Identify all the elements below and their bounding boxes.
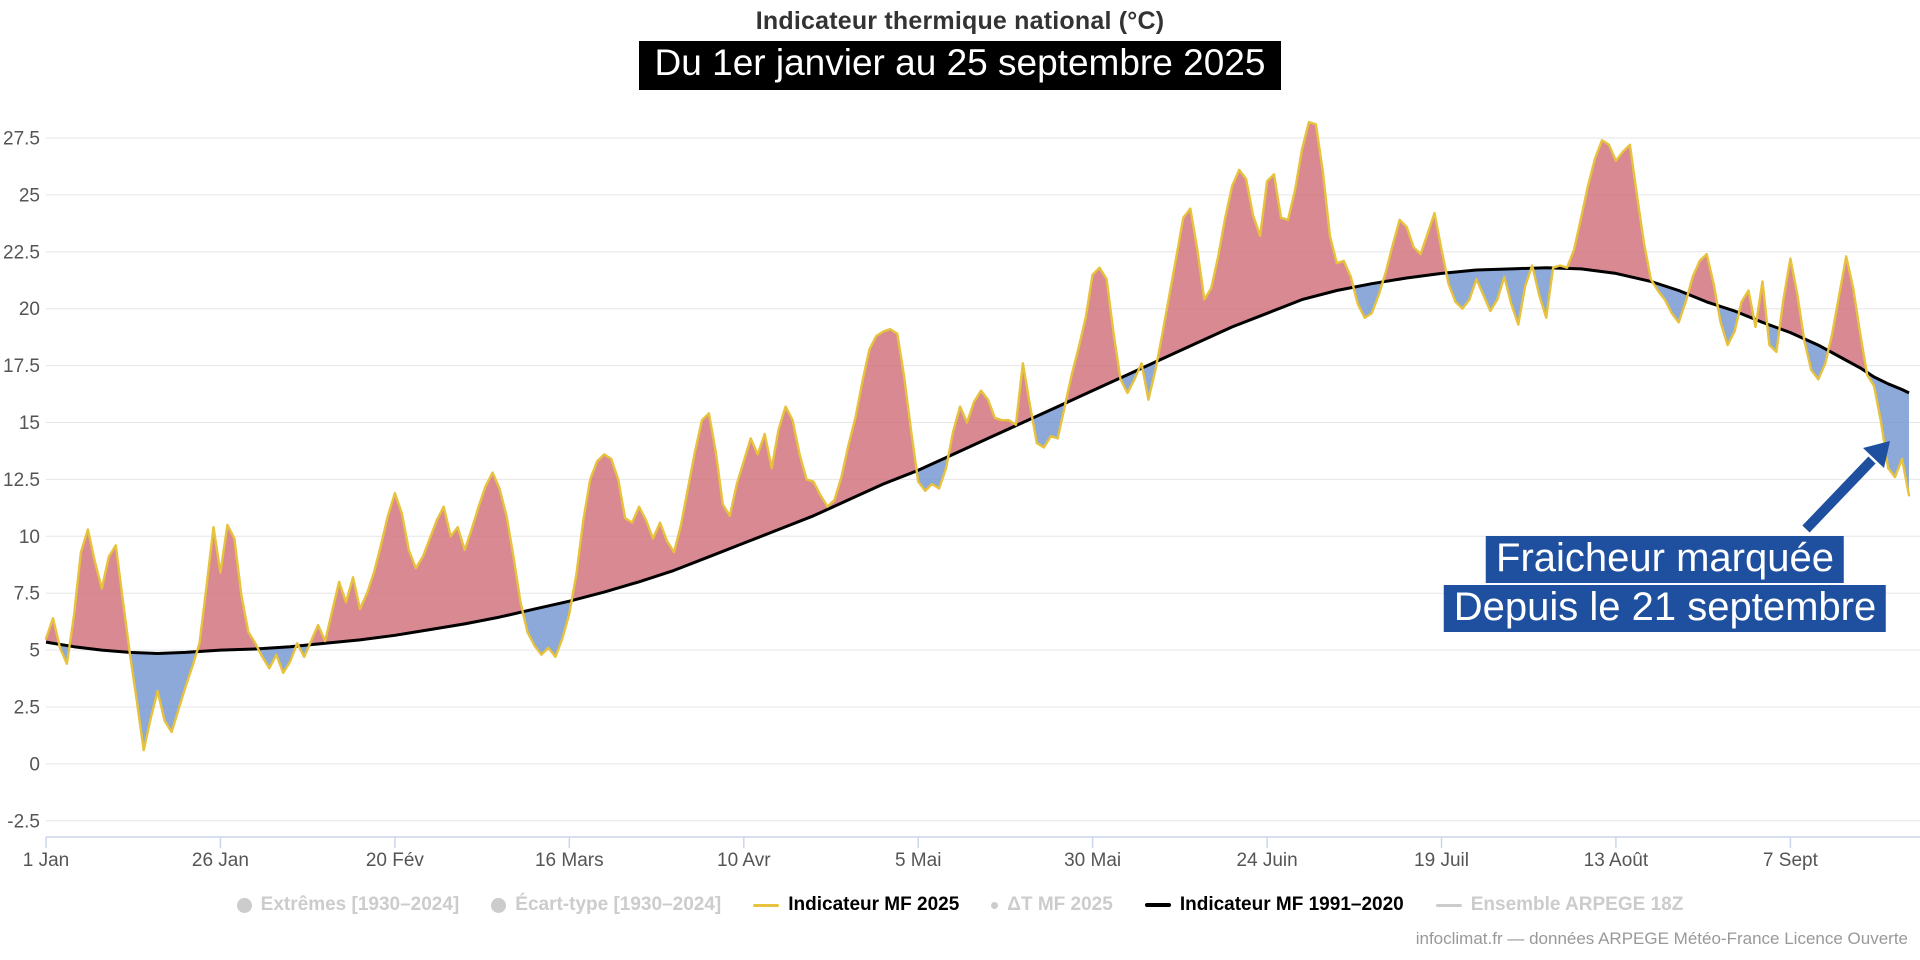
y-tick-label: 17.5: [3, 356, 40, 377]
legend-item-extr-mes-1930-2024[interactable]: Extrêmes [1930–2024]: [236, 894, 460, 916]
y-tick-label: 22.5: [3, 242, 40, 263]
x-tick-label: 30 Mai: [1064, 850, 1121, 871]
subtitle-row: Du 1er janvier au 25 septembre 2025: [0, 41, 1920, 90]
legend-line-icon: [753, 903, 780, 907]
chart-title: Indicateur thermique national (°C): [755, 7, 1165, 35]
x-tick-label: 5 Mai: [895, 850, 941, 871]
legend-circle-icon: [236, 897, 252, 913]
x-tick-label: 19 Juil: [1414, 850, 1469, 871]
credits-text: infoclimat.fr — données ARPEGE Météo-Fra…: [1415, 929, 1908, 948]
y-tick-label: 2.5: [14, 698, 40, 719]
legend-label: Indicateur MF 1991–2020: [1179, 894, 1404, 915]
x-tick-label: 26 Jan: [192, 850, 249, 871]
chart-subtitle: Du 1er janvier au 25 septembre 2025: [638, 41, 1282, 90]
legend-item-t-mf-2025[interactable]: ΔT MF 2025: [991, 894, 1113, 916]
y-tick-label: 10: [19, 527, 40, 548]
y-tick-label: 7.5: [14, 584, 40, 605]
x-tick-label: 16 Mars: [535, 850, 604, 871]
legend-label: Indicateur MF 2025: [788, 894, 960, 915]
y-tick-label: 20: [19, 299, 40, 320]
x-tick-label: 13 Août: [1584, 850, 1649, 871]
legend-label: Extrêmes [1930–2024]: [260, 894, 460, 915]
legend-item-indicateur-mf-2025[interactable]: Indicateur MF 2025: [753, 894, 959, 916]
line-normale-1991-2020: [45, 266, 1910, 655]
y-tick-label: 15: [19, 413, 40, 434]
legend-item-cart-type-1930-2024[interactable]: Écart-type [1930–2024]: [491, 894, 721, 916]
legend-line-icon: [1435, 903, 1462, 907]
legend-label: Écart-type [1930–2024]: [515, 894, 722, 915]
line-indicateur-2025: [44, 120, 1911, 752]
legend-circle-icon: [491, 897, 507, 913]
x-tick-label: 10 Avr: [717, 850, 771, 871]
y-tick-label: -2.5: [7, 811, 40, 832]
area-below-normal: [46, 267, 1909, 751]
x-tick-label: 7 Sept: [1763, 850, 1819, 871]
legend-dot-icon: [991, 901, 999, 909]
legend: Extrêmes [1930–2024] Écart-type [1930–202…: [0, 894, 1920, 916]
x-tick-label: 1 Jan: [23, 850, 69, 871]
y-tick-label: 27.5: [3, 129, 40, 150]
area-above-normal: [46, 122, 1909, 654]
legend-label: Ensemble ARPEGE 18Z: [1470, 894, 1684, 915]
legend-item-indicateur-mf-1991-2020[interactable]: Indicateur MF 1991–2020: [1144, 894, 1404, 916]
annotation-line1: Fraicheur marquée: [1486, 536, 1844, 583]
annotation-arrow: [1802, 441, 1890, 533]
legend-item-ensemble-arpege-18z[interactable]: Ensemble ARPEGE 18Z: [1435, 894, 1684, 916]
x-tick-label: 20 Fév: [366, 850, 425, 871]
annotation-callout: Fraicheur marquée Depuis le 21 septembre: [1443, 534, 1887, 632]
legend-label: ΔT MF 2025: [1007, 894, 1113, 915]
y-tick-label: 25: [19, 185, 40, 206]
legend-line-icon: [1144, 903, 1171, 907]
annotation-line2: Depuis le 21 septembre: [1443, 585, 1887, 632]
y-tick-label: 0: [29, 754, 40, 775]
x-tick-label: 24 Juin: [1236, 850, 1297, 871]
y-tick-label: 12.5: [3, 470, 40, 491]
y-tick-label: 5: [29, 641, 40, 662]
